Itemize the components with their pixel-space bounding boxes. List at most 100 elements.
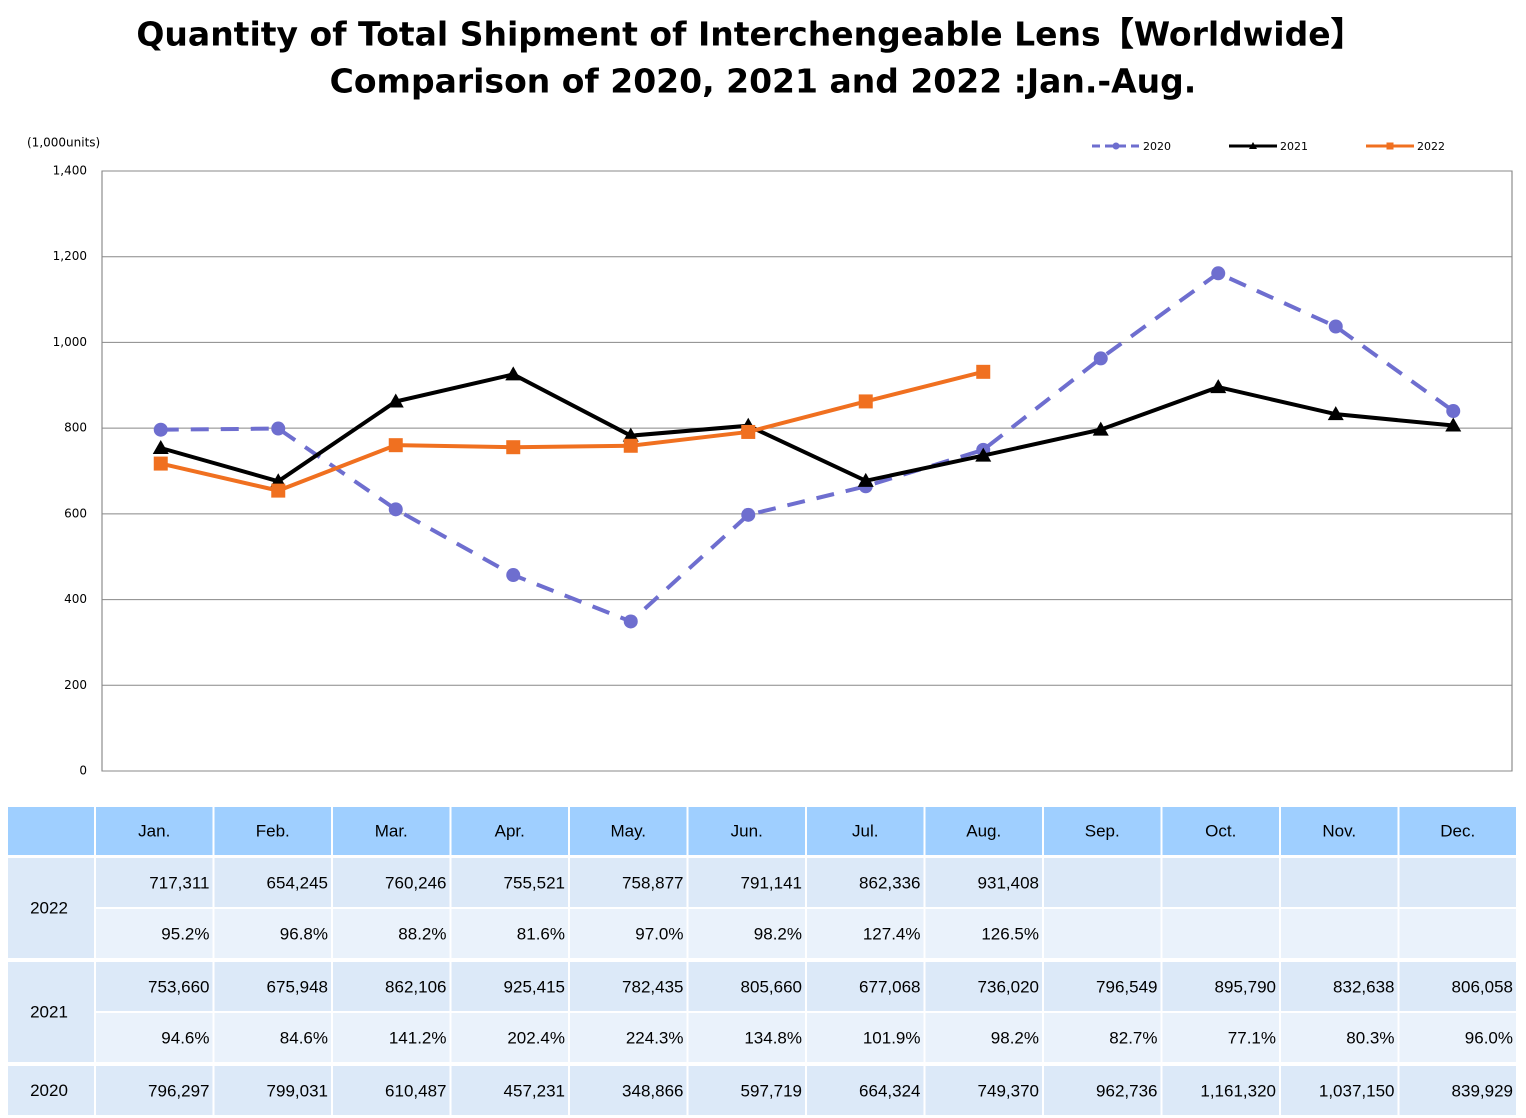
table-cell (1162, 909, 1279, 958)
table-row-label: 2020 (30, 1081, 68, 1100)
table-cell (1399, 909, 1516, 958)
table-cell (1044, 1066, 1161, 1115)
data-point (1445, 417, 1462, 432)
table-header-cell (807, 807, 924, 855)
table-cell (96, 1013, 213, 1062)
table-header-label: Mar. (375, 821, 408, 840)
data-point (152, 440, 169, 455)
table-cell (925, 962, 1042, 1011)
table-cell (1281, 909, 1398, 958)
table-cell (214, 858, 331, 907)
data-point (1092, 421, 1109, 436)
table-cell-text: 127.4% (863, 924, 921, 943)
data-point (1093, 351, 1108, 366)
table-cell (333, 858, 450, 907)
table-cell-text: 101.9% (863, 1028, 921, 1047)
table-cell (333, 962, 450, 1011)
table-cell (570, 1013, 687, 1062)
table-cell (688, 1066, 805, 1115)
series-line (160, 270, 1455, 624)
table-cell-text: 799,031 (267, 1081, 328, 1100)
legend-label: 2022 (1417, 140, 1445, 153)
legend-marker (1112, 142, 1120, 150)
table-header-cell (688, 807, 805, 855)
table-cell (1162, 1066, 1279, 1115)
table-cell-text: 141.2% (389, 1028, 447, 1047)
table-cell (1162, 1013, 1279, 1062)
y-tick-label: 200 (64, 678, 87, 692)
data-point (741, 424, 756, 439)
table-cell-text: 736,020 (978, 977, 1039, 996)
table-cell (688, 909, 805, 958)
data-point (387, 393, 404, 408)
table-cell-text: 94.6% (161, 1028, 209, 1047)
series-line (160, 372, 1454, 484)
table-cell-text: 98.2% (991, 1028, 1039, 1047)
table-cell-text: 962,736 (1096, 1081, 1157, 1100)
table-cell (96, 1066, 213, 1115)
table-cell (1281, 1066, 1398, 1115)
table-cell (1399, 858, 1516, 907)
table-header-label: Dec. (1440, 821, 1475, 840)
table-cell (333, 1066, 450, 1115)
table-cell (1399, 962, 1516, 1011)
table-cell-text: 664,324 (859, 1081, 920, 1100)
table-cell-text: 760,246 (385, 873, 446, 892)
table-cell-text: 925,415 (504, 977, 565, 996)
y-tick-label: 800 (64, 421, 87, 435)
table-cell-text: 80.3% (1346, 1028, 1394, 1047)
table-cell (807, 962, 924, 1011)
y-tick-label: 1,000 (53, 335, 87, 349)
table-cell-text: 931,408 (978, 873, 1039, 892)
table-cell-text: 96.8% (280, 924, 328, 943)
table-header-cell (1281, 807, 1398, 855)
table-cell-text: 98.2% (754, 924, 802, 943)
table-cell-text: 791,141 (741, 873, 802, 892)
data-point (1210, 379, 1227, 394)
table-cell-text: 348,866 (622, 1081, 683, 1100)
data-point (623, 614, 638, 629)
data-point (153, 422, 168, 437)
table-cell-text: 77.1% (1228, 1028, 1276, 1047)
table-header-cell (570, 807, 687, 855)
table-header-label: May. (610, 821, 646, 840)
table-cell (807, 858, 924, 907)
y-axis-label: (1,000units) (27, 136, 100, 150)
table-cell-text: 96.0% (1465, 1028, 1513, 1047)
table-cell-text: 126.5% (981, 924, 1039, 943)
table-cell-text: 675,948 (267, 977, 328, 996)
table-cell-text: 1,161,320 (1200, 1081, 1276, 1100)
plot-frame (101, 170, 1513, 772)
table-cell (451, 962, 568, 1011)
table-cell (688, 962, 805, 1011)
table-cell (214, 1013, 331, 1062)
table-cell (1399, 1066, 1516, 1115)
table-header-cell (451, 807, 568, 855)
table-cell (214, 962, 331, 1011)
legend-marker (1386, 142, 1394, 150)
chart-subtitle: Comparison of 2020, 2021 and 2022 :Jan.-… (330, 62, 1197, 101)
table-cell (807, 1066, 924, 1115)
table-cell-text: 82.7% (1109, 1028, 1157, 1047)
y-tick-label: 400 (64, 592, 87, 606)
table-header-cell (214, 807, 331, 855)
table-cell-text: 654,245 (267, 873, 328, 892)
table-row-header (8, 1066, 94, 1115)
table-cell (1399, 1013, 1516, 1062)
table-cell-text: 84.6% (280, 1028, 328, 1047)
data-point (858, 394, 873, 409)
table-cell-text: 97.0% (635, 924, 683, 943)
table-cell (925, 909, 1042, 958)
table-cell (1281, 1013, 1398, 1062)
table-cell-text: 753,660 (148, 977, 209, 996)
table-cell-text: 134.8% (744, 1028, 802, 1047)
table-cell-text: 597,719 (741, 1081, 802, 1100)
table-cell (925, 1066, 1042, 1115)
data-point (622, 427, 639, 442)
y-tick-label: 1,400 (53, 164, 87, 178)
table-header-label: Aug. (966, 821, 1001, 840)
table-cell (1044, 858, 1161, 907)
table-header-label: Oct. (1205, 821, 1236, 840)
table-row-label: 2022 (30, 898, 68, 917)
